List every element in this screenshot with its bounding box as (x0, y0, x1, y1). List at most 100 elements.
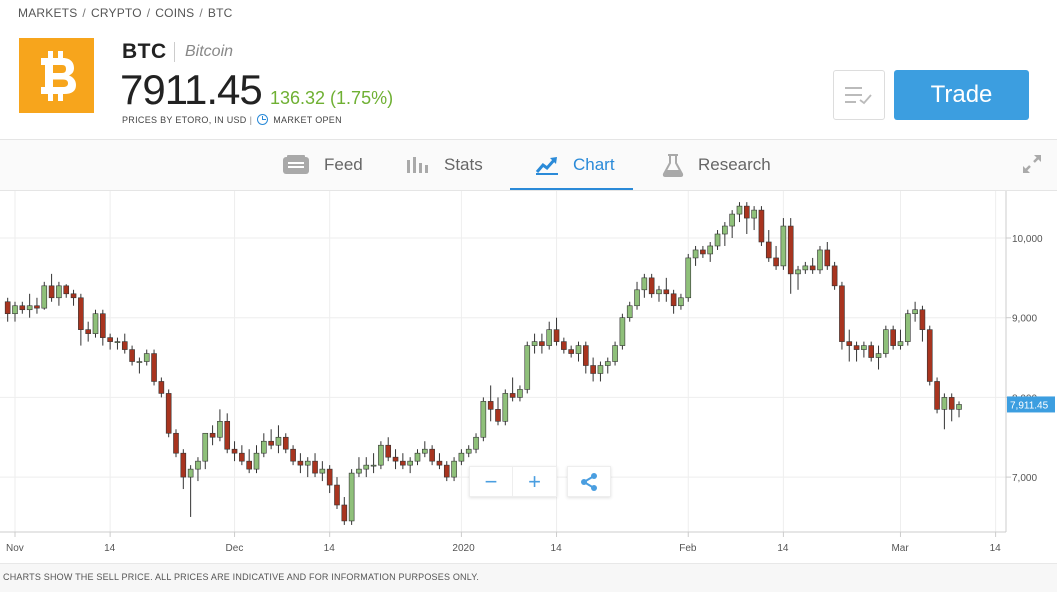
candle-up (319, 468, 326, 474)
candle-down (436, 460, 443, 466)
zoom-out-button[interactable]: − (470, 466, 513, 497)
candle-up (26, 305, 33, 311)
breadcrumb-markets[interactable]: MARKETS (18, 6, 78, 20)
candle-up (253, 452, 260, 470)
candle-down (151, 353, 157, 382)
x-tick-label: Nov (6, 543, 24, 554)
candle-up (422, 448, 428, 454)
candle-up (722, 225, 728, 235)
candle-up (692, 249, 699, 259)
candle-up (795, 269, 801, 275)
tab-label: Feed (324, 155, 363, 174)
candle-up (575, 345, 582, 354)
candle-down (180, 452, 187, 478)
candle-down (334, 484, 340, 506)
instrument-symbol: BTC (122, 40, 167, 63)
candle-up (817, 249, 823, 271)
candle-up (363, 464, 370, 470)
candle-down (326, 468, 333, 486)
candle-up (941, 397, 948, 410)
candle-down (853, 345, 860, 350)
active-tab-indicator (510, 188, 633, 190)
share-button[interactable] (567, 466, 611, 497)
tab-stats[interactable]: Stats (406, 140, 483, 190)
candle-down (100, 313, 106, 338)
candlestick-chart[interactable]: 10,0009,0008,0007,000Nov14Dec14202014Feb… (0, 191, 1057, 563)
candle-down (34, 305, 40, 309)
price-chart[interactable]: 10,0009,0008,0007,000Nov14Dec14202014Feb… (0, 191, 1057, 563)
candle-up (619, 317, 626, 346)
candle-down (663, 289, 670, 295)
candle-up (370, 464, 377, 467)
candle-up (92, 313, 99, 334)
candle-down (19, 305, 26, 311)
candle-down (165, 393, 172, 434)
candle-down (648, 277, 655, 295)
candle-down (231, 448, 238, 454)
bitcoin-logo-icon (19, 38, 94, 113)
clock-icon (257, 114, 269, 125)
breadcrumb-coins[interactable]: COINS (155, 6, 195, 20)
candle-up (612, 345, 618, 362)
tab-chart[interactable]: Chart (535, 140, 615, 190)
candle-up (780, 225, 787, 267)
tab-label: Stats (444, 155, 483, 174)
candle-up (348, 472, 355, 522)
candle-down (583, 345, 589, 366)
candle-down (48, 285, 55, 299)
x-tick-label: 2020 (452, 543, 475, 554)
current-price: 7911.45 (120, 66, 263, 113)
breadcrumb-crypto[interactable]: CRYPTO (90, 6, 142, 20)
candle-down (948, 397, 955, 410)
tab-research[interactable]: Research (662, 140, 771, 190)
y-tick-label: 10,000 (1012, 234, 1043, 245)
candle-down (590, 365, 596, 374)
candle-up (604, 361, 611, 366)
candle-down (85, 329, 91, 334)
candle-down (743, 205, 750, 219)
zoom-in-button[interactable]: + (528, 468, 541, 494)
candle-up (517, 389, 523, 398)
candle-up (707, 245, 714, 255)
y-tick-label: 7,000 (1012, 473, 1037, 484)
expand-icon[interactable] (1021, 153, 1043, 180)
candle-down (400, 460, 406, 466)
price-source: PRICES BY ETORO, IN USD (122, 114, 247, 125)
candle-up (714, 233, 721, 247)
candle-down (290, 448, 296, 462)
x-tick-label: 14 (990, 543, 1002, 554)
candle-down (282, 436, 289, 450)
candle-down (890, 329, 896, 346)
candle-down (121, 341, 128, 350)
candle-down (443, 464, 450, 478)
candle-down (224, 421, 231, 450)
candle-down (926, 329, 933, 382)
chart-disclaimer: CHARTS SHOW THE SELL PRICE. ALL PRICES A… (0, 563, 1057, 592)
tab-label: Research (698, 155, 771, 174)
share-icon (581, 472, 597, 491)
candle-down (700, 249, 706, 255)
candle-down (670, 293, 677, 307)
candle-up (465, 448, 472, 454)
candle-up (531, 341, 538, 346)
breadcrumb: MARKETS / CRYPTO / COINS / BTC (18, 6, 232, 20)
candle-up (261, 440, 267, 454)
candle-down (239, 452, 245, 462)
candle-up (12, 305, 18, 315)
candle-down (129, 349, 135, 362)
candle-up (202, 432, 209, 462)
stats-icon (406, 156, 430, 174)
candle-down (758, 209, 765, 243)
x-tick-label: 14 (551, 543, 563, 554)
candle-up (41, 285, 48, 309)
trade-button[interactable]: Trade (894, 70, 1029, 120)
x-tick-label: Mar (891, 543, 909, 554)
x-tick-label: 14 (104, 543, 116, 554)
candle-down (787, 225, 794, 275)
candle-up (678, 297, 684, 307)
candle-down (509, 393, 516, 398)
watchlist-button[interactable] (833, 70, 885, 120)
candle-down (539, 341, 545, 346)
candle-down (392, 456, 399, 462)
tab-feed[interactable]: Feed (282, 140, 363, 190)
